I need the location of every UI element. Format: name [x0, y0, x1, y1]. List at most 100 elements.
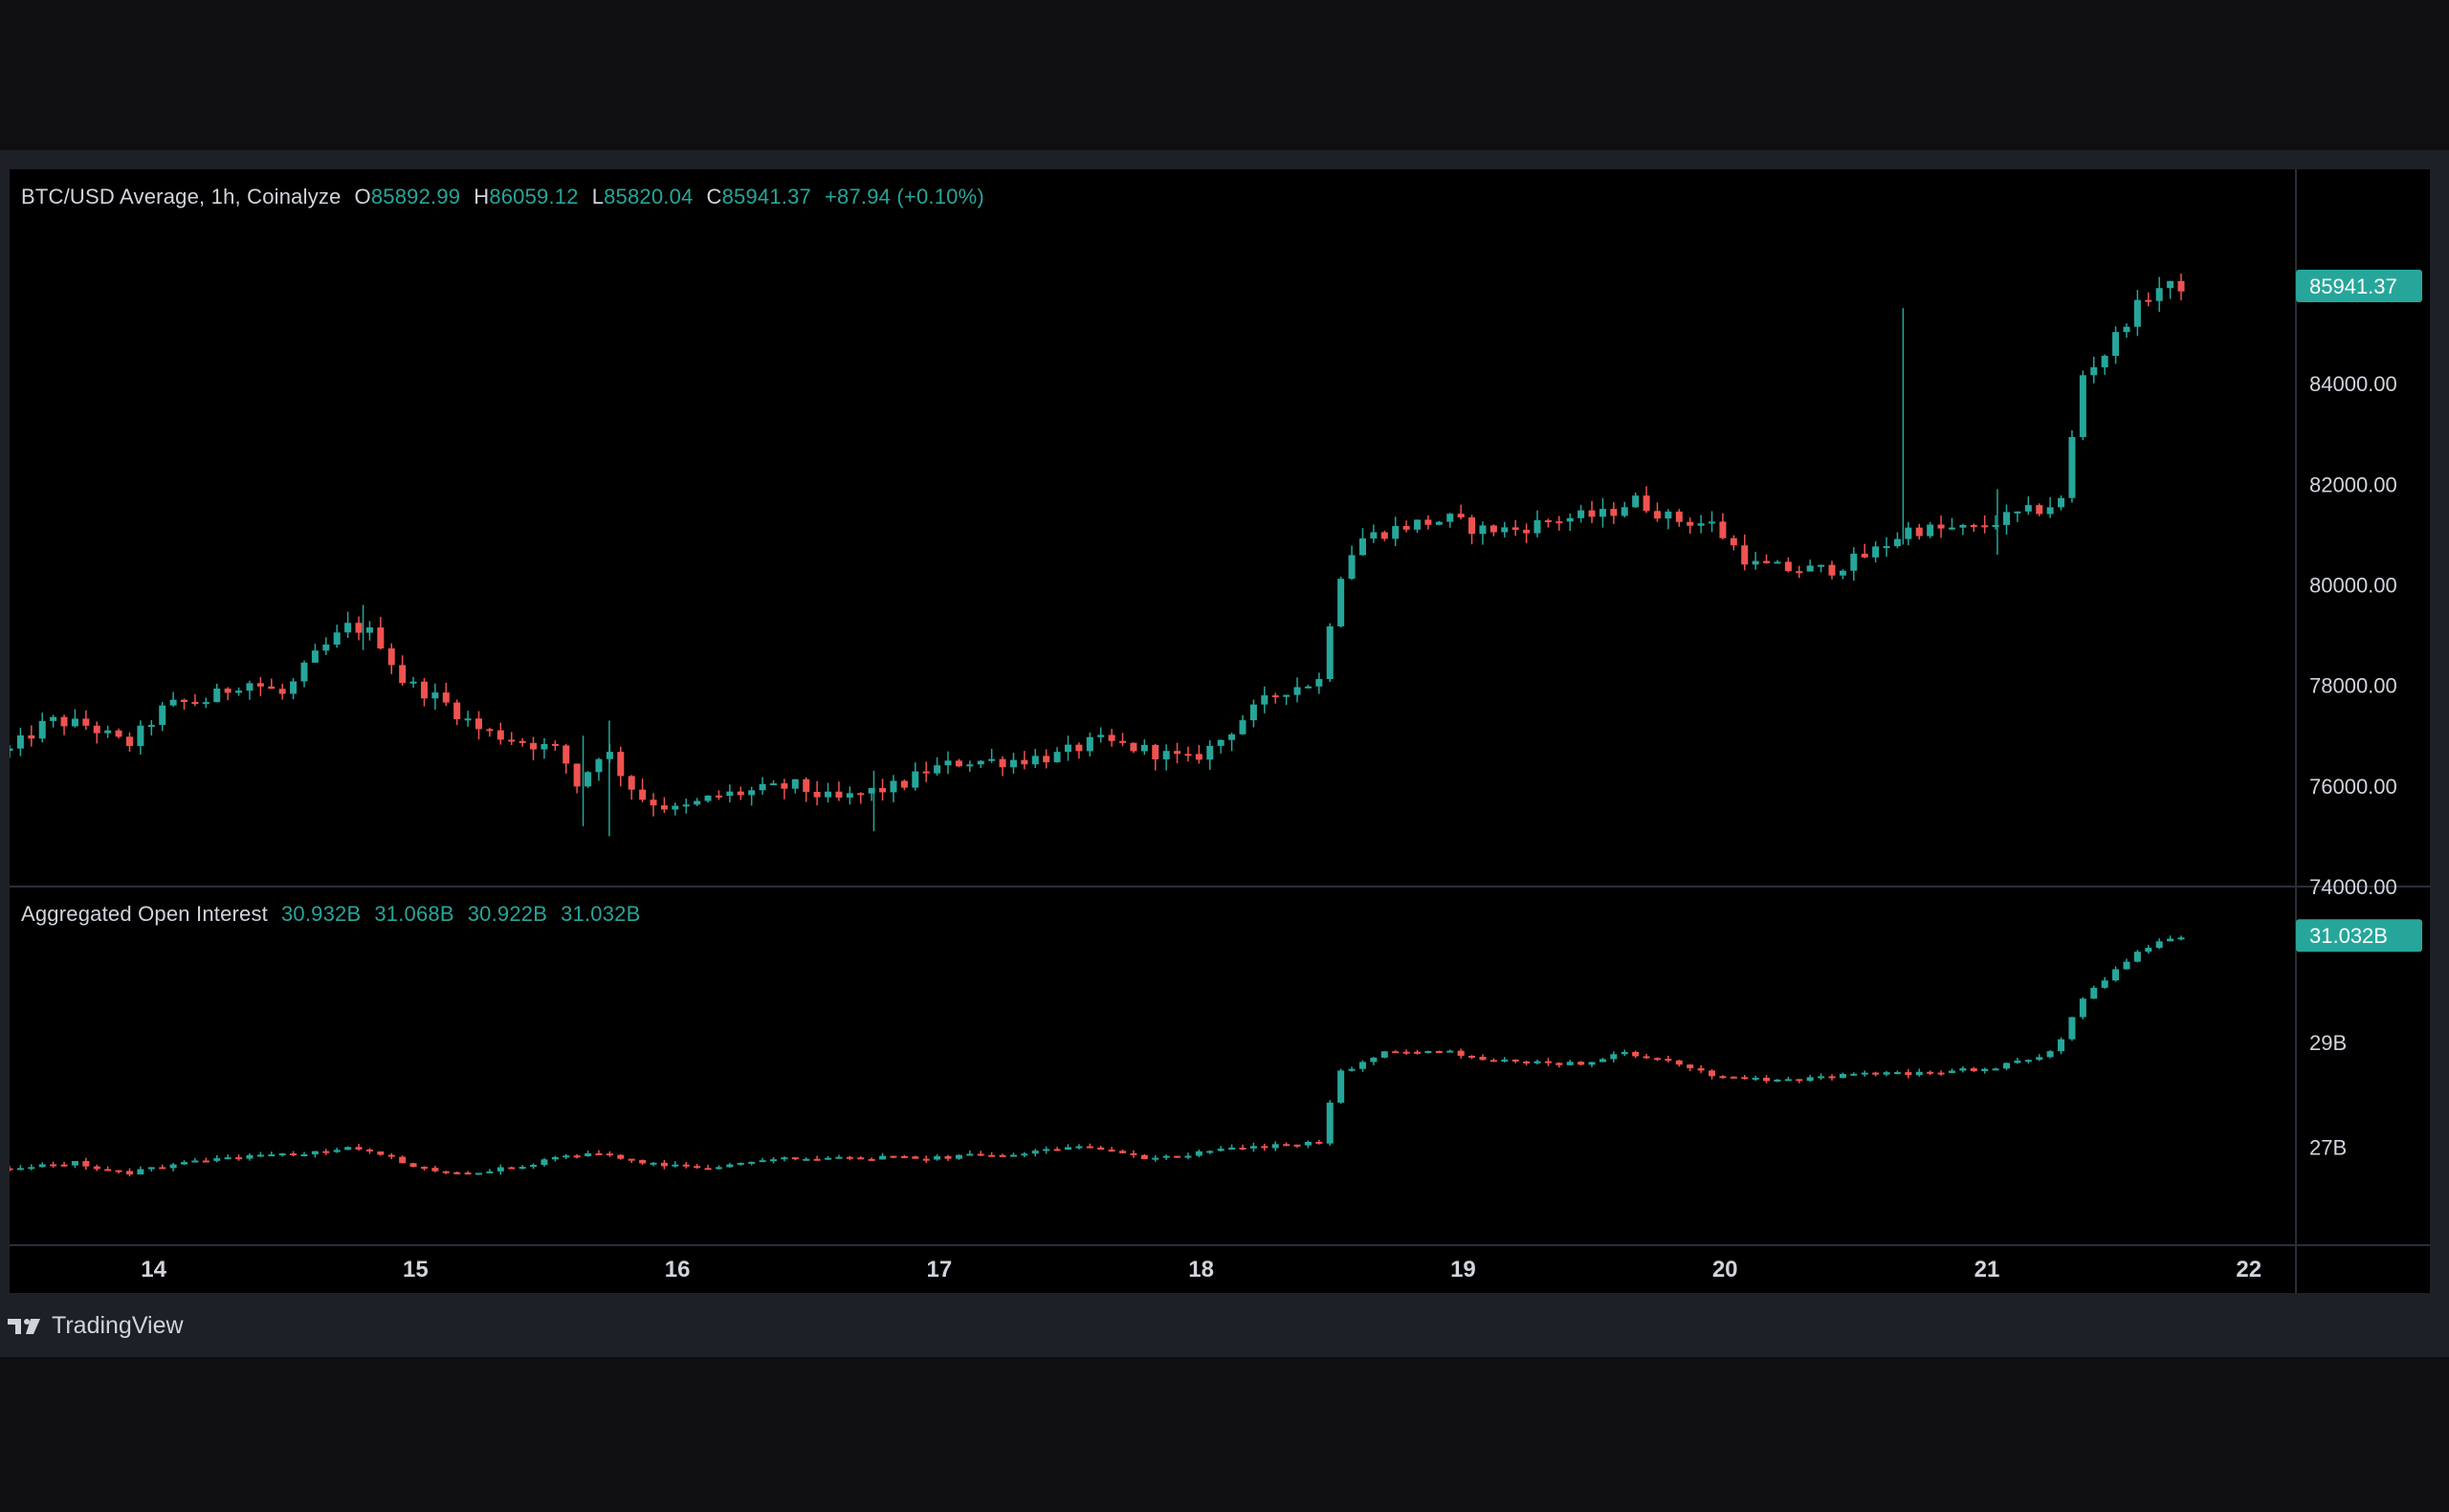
price-candle: [1544, 519, 1552, 522]
price-candle: [71, 718, 78, 727]
oi-candle: [1511, 1059, 1519, 1062]
oi-candle: [453, 1172, 461, 1174]
price-candle: [300, 662, 308, 682]
price-candle: [377, 627, 385, 649]
price-candle: [1533, 519, 1541, 534]
oi-axis-tick: 27B: [2309, 1136, 2347, 1160]
price-axis-tick: 82000.00: [2309, 472, 2397, 496]
oi-candle: [147, 1167, 155, 1170]
price-candle: [1206, 745, 1214, 760]
oi-candle: [2167, 938, 2174, 942]
price-candle: [235, 690, 243, 693]
price-candle: [813, 791, 821, 798]
price-candle: [1850, 554, 1858, 571]
price-candle: [93, 725, 100, 734]
tradingview-brand[interactable]: TradingView: [8, 1312, 184, 1340]
oi-candle: [672, 1164, 679, 1167]
oi-candle: [300, 1154, 308, 1157]
oi-candle: [966, 1153, 974, 1156]
oi-candle: [246, 1154, 254, 1159]
oi-candle: [1021, 1153, 1028, 1156]
price-candle: [955, 760, 962, 767]
oi-candle: [1009, 1154, 1017, 1157]
oi-candle: [1370, 1057, 1378, 1063]
price-candle: [879, 788, 887, 793]
oi-candle: [16, 1168, 24, 1171]
price-candle: [551, 743, 559, 746]
price-candle: [2036, 505, 2043, 515]
price-candle: [803, 778, 810, 792]
oi-candle: [2058, 1039, 2065, 1052]
last-price-label-bg: [2296, 269, 2422, 302]
oi-candle: [1424, 1051, 1432, 1054]
oi-candle: [2046, 1051, 2054, 1058]
price-candle: [2167, 280, 2174, 289]
price-candle: [1043, 756, 1050, 762]
oi-candle: [1828, 1076, 1836, 1079]
price-candle: [311, 650, 319, 663]
oi-candle: [1741, 1077, 1749, 1080]
price-candle: [453, 702, 461, 719]
oi-candle: [115, 1170, 122, 1172]
price-candle: [1948, 527, 1955, 530]
price-candle: [1610, 509, 1618, 516]
oi-candle: [551, 1156, 559, 1160]
price-candle: [1697, 523, 1705, 526]
price-candle: [1479, 525, 1487, 535]
oi-candle: [2014, 1061, 2021, 1063]
oi-candle: [934, 1156, 941, 1160]
oi-candle: [2177, 937, 2185, 940]
price-candle: [1326, 625, 1334, 680]
oi-candle: [715, 1167, 722, 1170]
price-candle: [125, 736, 133, 747]
price-candle: [1086, 736, 1093, 752]
oi-candle: [737, 1162, 744, 1165]
oi-candle: [573, 1155, 581, 1158]
chart-svg[interactable]: 84000.00 82000.00 80000.00 78000.00 76000.00…: [10, 169, 2430, 1293]
oi-candle: [1675, 1060, 1683, 1065]
price-candle: [781, 783, 788, 789]
oi-candle: [431, 1168, 439, 1172]
price-candle: [2024, 505, 2032, 512]
oi-candle: [1927, 1071, 1934, 1074]
price-candle: [1446, 514, 1454, 522]
time-axis-tick: 21: [1975, 1257, 2000, 1282]
oi-candle: [1380, 1051, 1388, 1058]
price-candle: [1152, 744, 1159, 760]
oi-candle: [1632, 1051, 1640, 1057]
price-candle: [387, 648, 395, 666]
price-candle: [530, 742, 538, 750]
price-candle: [1937, 524, 1945, 529]
price-candle: [715, 795, 722, 798]
price-candle: [1489, 525, 1497, 533]
price-candle: [1632, 495, 1640, 508]
oi-candle: [1981, 1068, 1989, 1071]
oi-candle: [585, 1152, 592, 1156]
price-candle: [1511, 527, 1519, 530]
price-candle: [191, 702, 199, 705]
price-candle: [1763, 560, 1771, 563]
price-candle: [835, 791, 843, 798]
oi-candle: [857, 1157, 865, 1160]
oi-candle: [879, 1155, 887, 1160]
oi-candle: [617, 1154, 625, 1159]
price-candle: [1653, 511, 1661, 519]
oi-candle: [1293, 1144, 1301, 1147]
oi-candle: [377, 1151, 385, 1155]
price-candle: [1599, 509, 1606, 517]
oi-candle: [1719, 1076, 1727, 1079]
time-axis-tick: 14: [141, 1257, 166, 1282]
oi-candle: [60, 1164, 68, 1167]
oi-candle: [2068, 1017, 2076, 1040]
oi-open-value: 30.932B: [280, 902, 362, 926]
time-axis-tick: 17: [927, 1257, 953, 1282]
chart-area[interactable]: 84000.00 82000.00 80000.00 78000.00 76000.00…: [10, 169, 2430, 1293]
oi-candle: [355, 1147, 363, 1150]
oi-candle: [1086, 1146, 1093, 1149]
price-candle: [16, 734, 24, 749]
oi-candle: [38, 1164, 46, 1168]
price-candle: [1239, 720, 1247, 734]
oi-candle: [2024, 1060, 2032, 1063]
oi-candle: [1184, 1155, 1192, 1158]
price-candle: [1905, 527, 1912, 539]
